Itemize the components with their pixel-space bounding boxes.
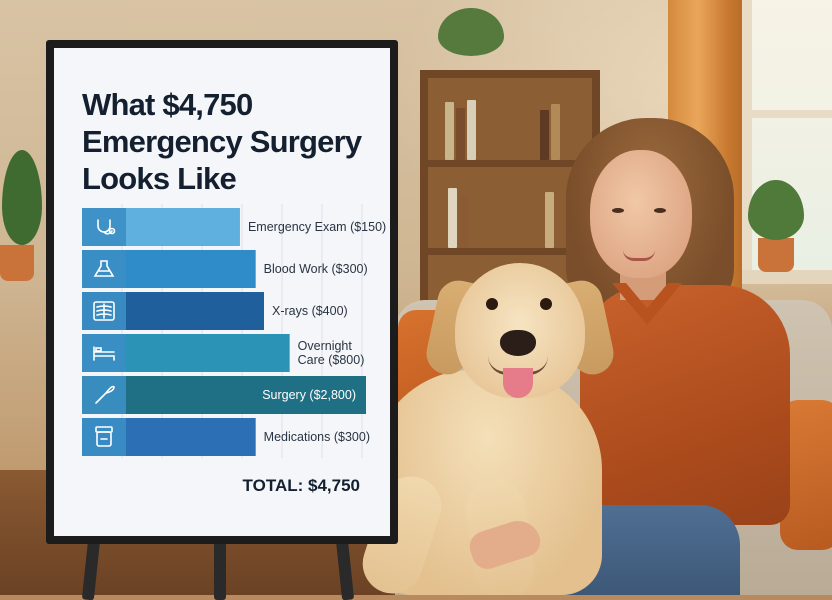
total-label: TOTAL: $4,750: [242, 476, 360, 495]
stethoscope-icon-stroke: [103, 230, 113, 235]
chart-title: What $4,750 Emergency Surgery Looks Like: [82, 87, 362, 196]
bar-label-line: Overnight: [298, 339, 353, 353]
plant-pot: [0, 245, 34, 281]
scalpel-icon-stroke: [95, 385, 115, 404]
bar-label-line: Care ($800): [298, 353, 365, 367]
bar-label: Emergency Exam ($150): [248, 220, 386, 234]
book: [540, 110, 549, 160]
stethoscope-icon: [97, 219, 116, 235]
bar-label: Blood Work ($300): [264, 262, 368, 276]
bar-label: Overnight Care ($800): [298, 339, 365, 367]
plant-pot: [758, 238, 794, 272]
book: [456, 108, 465, 160]
plant-leaves: [438, 8, 504, 56]
bar-icon-box: [82, 334, 126, 372]
xray-ribcage-icon-stroke: [96, 303, 112, 319]
book: [467, 100, 476, 160]
bar-icon-box: [82, 418, 126, 456]
scalpel-icon: [95, 385, 115, 404]
woman-sweater: [580, 285, 790, 525]
dog-tongue: [503, 368, 533, 398]
easel-board: What $4,750 Emergency Surgery Looks Like…: [46, 40, 398, 544]
shelf-board: [428, 248, 592, 255]
book: [545, 192, 554, 248]
bar-label: Surgery ($2,800): [262, 388, 356, 402]
window-sill: [742, 270, 832, 284]
book: [459, 194, 468, 248]
bar-label: X-rays ($400): [272, 304, 348, 318]
plant-leaves: [748, 180, 804, 240]
book: [551, 104, 560, 160]
window-frame: [742, 110, 832, 118]
flask-icon-stroke: [93, 260, 115, 277]
woman-eye: [654, 208, 666, 213]
book: [448, 188, 457, 248]
easel-leg: [214, 530, 226, 600]
bar: [82, 376, 366, 414]
xray-ribcage-icon: [93, 301, 115, 321]
flask-icon: [93, 260, 115, 277]
dog-eye: [540, 298, 552, 310]
bed-icon-stroke: [95, 347, 102, 352]
dog-nose: [500, 330, 536, 356]
bar-icon-box: [82, 250, 126, 288]
xray-ribcage-icon-stroke: [93, 301, 115, 321]
bar-icon-box: [82, 208, 126, 246]
bed-icon-stroke: [93, 346, 115, 361]
bar-chart: Emergency Exam ($150) Blood Work ($300) X-…: [82, 204, 386, 458]
stethoscope-icon-stroke: [108, 227, 116, 235]
book: [445, 102, 454, 160]
chart-poster: What $4,750 Emergency Surgery Looks Like…: [54, 48, 390, 536]
woman-smile: [623, 250, 655, 261]
pill-bottle-icon-stroke: [95, 426, 113, 433]
dog-eye: [486, 298, 498, 310]
bar-label: Medications ($300): [264, 430, 370, 444]
plant-leaves: [2, 150, 42, 245]
pill-bottle-icon: [95, 426, 113, 447]
woman-eye: [612, 208, 624, 213]
shelf-board: [428, 160, 592, 167]
bed-icon: [93, 346, 115, 361]
